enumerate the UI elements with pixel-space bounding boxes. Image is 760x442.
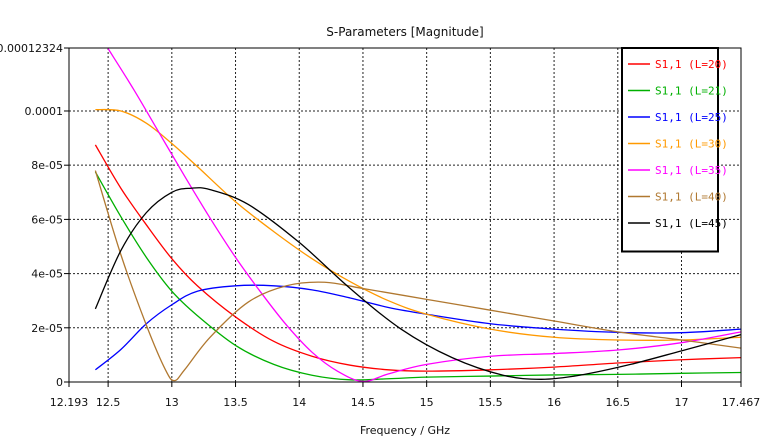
y-tick-label: 0.00012324 — [0, 42, 63, 55]
legend-entry-label: S1,1 (L=25) — [655, 111, 728, 124]
series-line-3 — [94, 284, 741, 371]
legend-box — [621, 47, 719, 253]
plot-frame — [68, 47, 742, 383]
x-tick-label: 17.467 — [722, 396, 760, 409]
x-tick-label: 13.5 — [223, 396, 248, 409]
series-line-7 — [94, 187, 741, 380]
x-tick-label: 14.5 — [351, 396, 376, 409]
series-line-5 — [107, 48, 741, 382]
legend-entry-label: S1,1 (L=21) — [655, 85, 728, 98]
chart-title: S-Parameters [Magnitude] — [326, 25, 483, 39]
legend-entry-label: S1,1 (L=40) — [655, 191, 728, 204]
y-tick-label: 0 — [56, 376, 63, 389]
x-tick-label: 16.5 — [606, 396, 631, 409]
x-tick-label: 17 — [674, 396, 688, 409]
x-tick-label: 15 — [420, 396, 434, 409]
legend-entry-label: S1,1 (L=45) — [655, 217, 728, 230]
legend-entry-label: S1,1 (L=35) — [655, 164, 728, 177]
series-line-6 — [94, 170, 741, 382]
x-tick-label: 14 — [292, 396, 306, 409]
x-tick-label: 16 — [547, 396, 561, 409]
y-tick-label: 8e-05 — [31, 159, 63, 172]
legend: S1,1 (L=20) S1,1 (L=21) S1,1 (L=25) S1,1 (L… — [621, 47, 728, 253]
x-tick-label: 12.5 — [96, 396, 121, 409]
x-tick-label: 15.5 — [478, 396, 503, 409]
series-layer — [94, 48, 741, 382]
x-axis-label: Frequency / GHz — [360, 424, 450, 437]
y-tick-label: 2e-05 — [31, 322, 63, 335]
y-tick-label: 4e-05 — [31, 268, 63, 281]
y-tick-label: 0.0001 — [25, 105, 64, 118]
y-tick-label: 6e-05 — [31, 213, 63, 226]
legend-entry-label: S1,1 (L=30) — [655, 138, 728, 151]
series-line-1 — [94, 144, 741, 372]
x-tick-label: 13 — [165, 396, 179, 409]
x-tick-label: 12.193 — [50, 396, 89, 409]
x-axis-ticks: 12.193 12.5 13 13.5 14 14.5 15 15.5 16 16.5 17 17.4… — [50, 382, 760, 409]
legend-entry-label: S1,1 (L=20) — [655, 58, 728, 71]
y-axis-ticks: 0 2e-05 4e-05 6e-05 8e-05 0.0001 0.00012324 — [0, 42, 69, 389]
